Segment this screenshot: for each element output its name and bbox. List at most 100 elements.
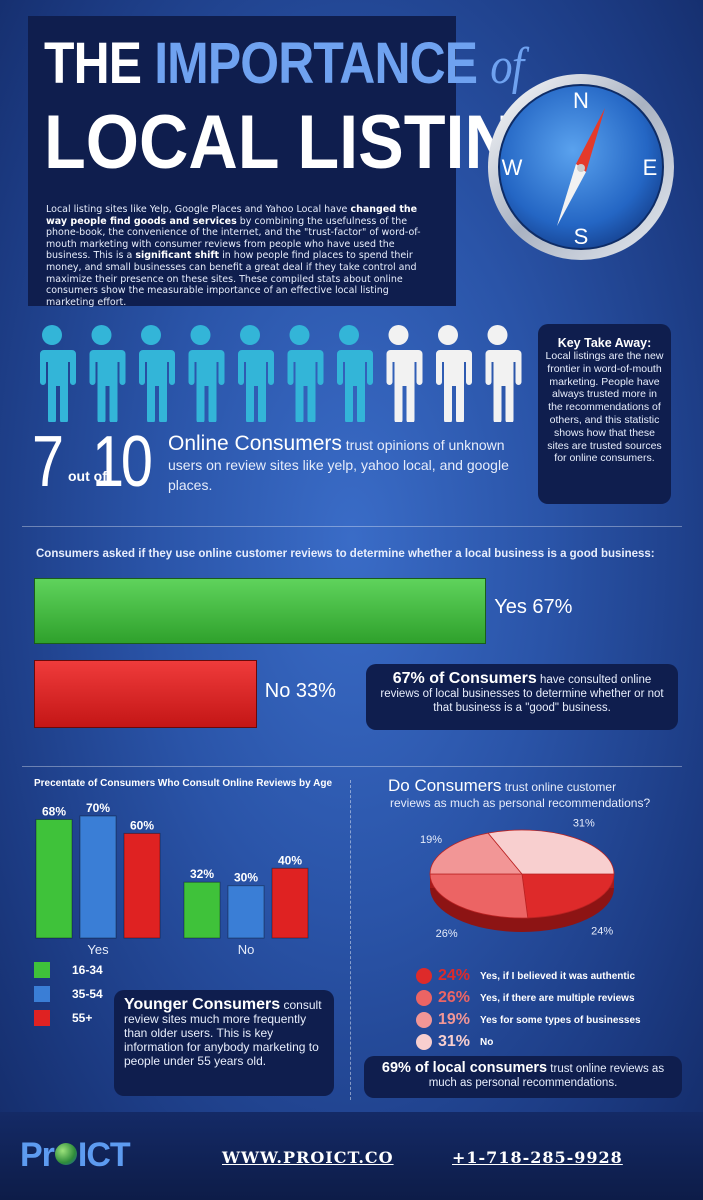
trust-pie-chart: 24% 26% 19% 31% [420, 818, 615, 940]
pie-legend-label: Yes for some types of businesses [480, 1014, 641, 1026]
age-bar-chart: 68% 70% 60% Yes 32% 30% 40% No [35, 801, 309, 957]
pie-legend-label: No [480, 1036, 494, 1048]
intro-part-2: by combining the usefulness of the phone… [46, 215, 421, 262]
title-of: of [490, 38, 524, 95]
compass-icon: N E S W [488, 74, 674, 260]
logo-pr: Pr [20, 1136, 55, 1174]
stat-lead: Online Consumers [168, 432, 342, 455]
consult-box: 67% of Consumers have consulted online r… [366, 664, 678, 730]
header-panel [28, 16, 456, 306]
pie-slice-label: 26% [436, 928, 458, 940]
person-icon [279, 325, 324, 422]
proict-logo[interactable]: Pr ICT [20, 1136, 131, 1175]
pie-question-line1: Do Consumers trust online customer [388, 776, 616, 796]
pie-slice-19% [429, 832, 523, 875]
bar-16-34-No [183, 881, 221, 939]
pie-slice-31% [487, 829, 615, 875]
intro-bold-1: changed the way people find goods and se… [46, 204, 418, 227]
person-icon [378, 325, 423, 422]
bar-55+-Yes [123, 832, 161, 939]
section-divider [22, 526, 682, 527]
intro-part-1: Local listing sites like Yelp, Google Pl… [46, 204, 351, 215]
pie-question-small: trust online customer [501, 780, 617, 794]
bar-no [34, 660, 257, 728]
bar-no-label: No 33% [264, 680, 336, 702]
bar-yes-label: Yes 67% [494, 596, 573, 618]
pie-question-line2: reviews as much as personal recommendati… [390, 796, 651, 810]
pie-slice-26% [429, 873, 529, 919]
footer [0, 1112, 703, 1200]
local-consumers-box: 69% of local consumers trust online revi… [364, 1056, 682, 1098]
pie-legend-pct: 19% [438, 1011, 471, 1028]
category-label: Yes [87, 942, 109, 957]
globe-icon [54, 1143, 77, 1165]
pie-legend-pct: 24% [438, 967, 471, 984]
bar-value-label: 60% [130, 818, 154, 832]
pie-legend-label: Yes, if there are multiple reviews [480, 992, 635, 1004]
compass-w: W [502, 155, 523, 180]
younger-lead: Younger Consumers [124, 996, 281, 1013]
stat-seven: 7 [32, 422, 64, 502]
pie-slice-label: 19% [420, 834, 442, 846]
pie-legend-swatch [416, 990, 432, 1006]
compass-s: S [574, 224, 589, 249]
stat-text: Online Consumers trust opinions of unkno… [168, 432, 528, 495]
phone-link[interactable]: +1-718-285-9928 [452, 1148, 623, 1167]
stat-rest: trust opinions of unknown users on revie… [168, 437, 509, 493]
pie-legend-pct: 31% [438, 1033, 471, 1050]
pie-legend-swatch [416, 968, 432, 984]
legend-swatch [34, 1010, 50, 1026]
legend-item-35-54: 35-54 [34, 986, 103, 1002]
legend-swatch [34, 986, 50, 1002]
section-divider-2 [22, 766, 682, 767]
pie-legend-pct: 26% [438, 989, 471, 1006]
pie-legend-item: 31% No [416, 1032, 493, 1052]
person-icon [81, 325, 126, 422]
legend-item-55-plus: 55+ [34, 1010, 92, 1026]
intro-part-3: in how people find places to spend their… [46, 250, 417, 308]
person-icon [32, 325, 76, 422]
pie-question-lead: Do Consumers [388, 776, 502, 795]
person-icon [477, 325, 522, 422]
younger-consumers-box: Younger Consumers consult review sites m… [114, 990, 334, 1096]
category-label: No [238, 942, 255, 957]
age-chart-title: Precentate of Consumers Who Consult Onli… [34, 778, 333, 789]
bar-value-label: 70% [86, 801, 110, 815]
compass-n: N [573, 88, 589, 113]
reviews-question: Consumers asked if they use online custo… [36, 548, 655, 560]
bar-value-label: 40% [278, 853, 302, 867]
legend-label: 16-34 [72, 963, 103, 977]
stat-ten: 10 [92, 422, 153, 502]
person-icon [329, 325, 373, 422]
bar-16-34-Yes [35, 818, 73, 939]
bar-35-54-No [227, 885, 265, 939]
pie-slice-label: 24% [591, 925, 613, 937]
stat-out-of: out of [68, 468, 107, 484]
title-importance: IMPORTANCE [154, 31, 478, 96]
pie-legend-item: 24% Yes, if I believed it was authentic [416, 966, 635, 986]
person-icon [230, 325, 274, 422]
website-link[interactable]: WWW.PROICT.CO [222, 1148, 394, 1167]
legend-label: 35-54 [72, 987, 103, 1001]
bar-value-label: 30% [234, 871, 258, 885]
consult-rest: have consulted online reviews of local b… [380, 674, 664, 714]
page-title-line1: THE IMPORTANCE of [44, 31, 524, 97]
intro-text: Local listing sites like Yelp, Google Pl… [46, 204, 438, 308]
pie-legend-label: Yes, if I believed it was authentic [480, 970, 636, 982]
key-takeaway-text: Local listings are the new frontier in w… [545, 350, 664, 465]
compass-e: E [643, 155, 658, 180]
younger-rest: consult review sites much more frequentl… [124, 998, 322, 1068]
consult-lead: 67% of Consumers [392, 670, 537, 687]
pie-legend-swatch [416, 1012, 432, 1028]
vertical-divider [350, 780, 351, 1100]
people-figures [32, 325, 522, 422]
pie-legend-item: 19% Yes for some types of businesses [416, 1010, 641, 1030]
bar-value-label: 68% [42, 804, 66, 818]
legend-swatch [34, 962, 50, 978]
local-rest: trust online reviews as much as personal… [428, 1063, 665, 1089]
pie-legend-swatch [416, 1034, 432, 1050]
title-the: THE [44, 31, 142, 96]
intro-bold-2: significant shift [135, 250, 220, 262]
logo-ict: ICT [77, 1136, 131, 1174]
pie-slice-24% [521, 873, 615, 919]
